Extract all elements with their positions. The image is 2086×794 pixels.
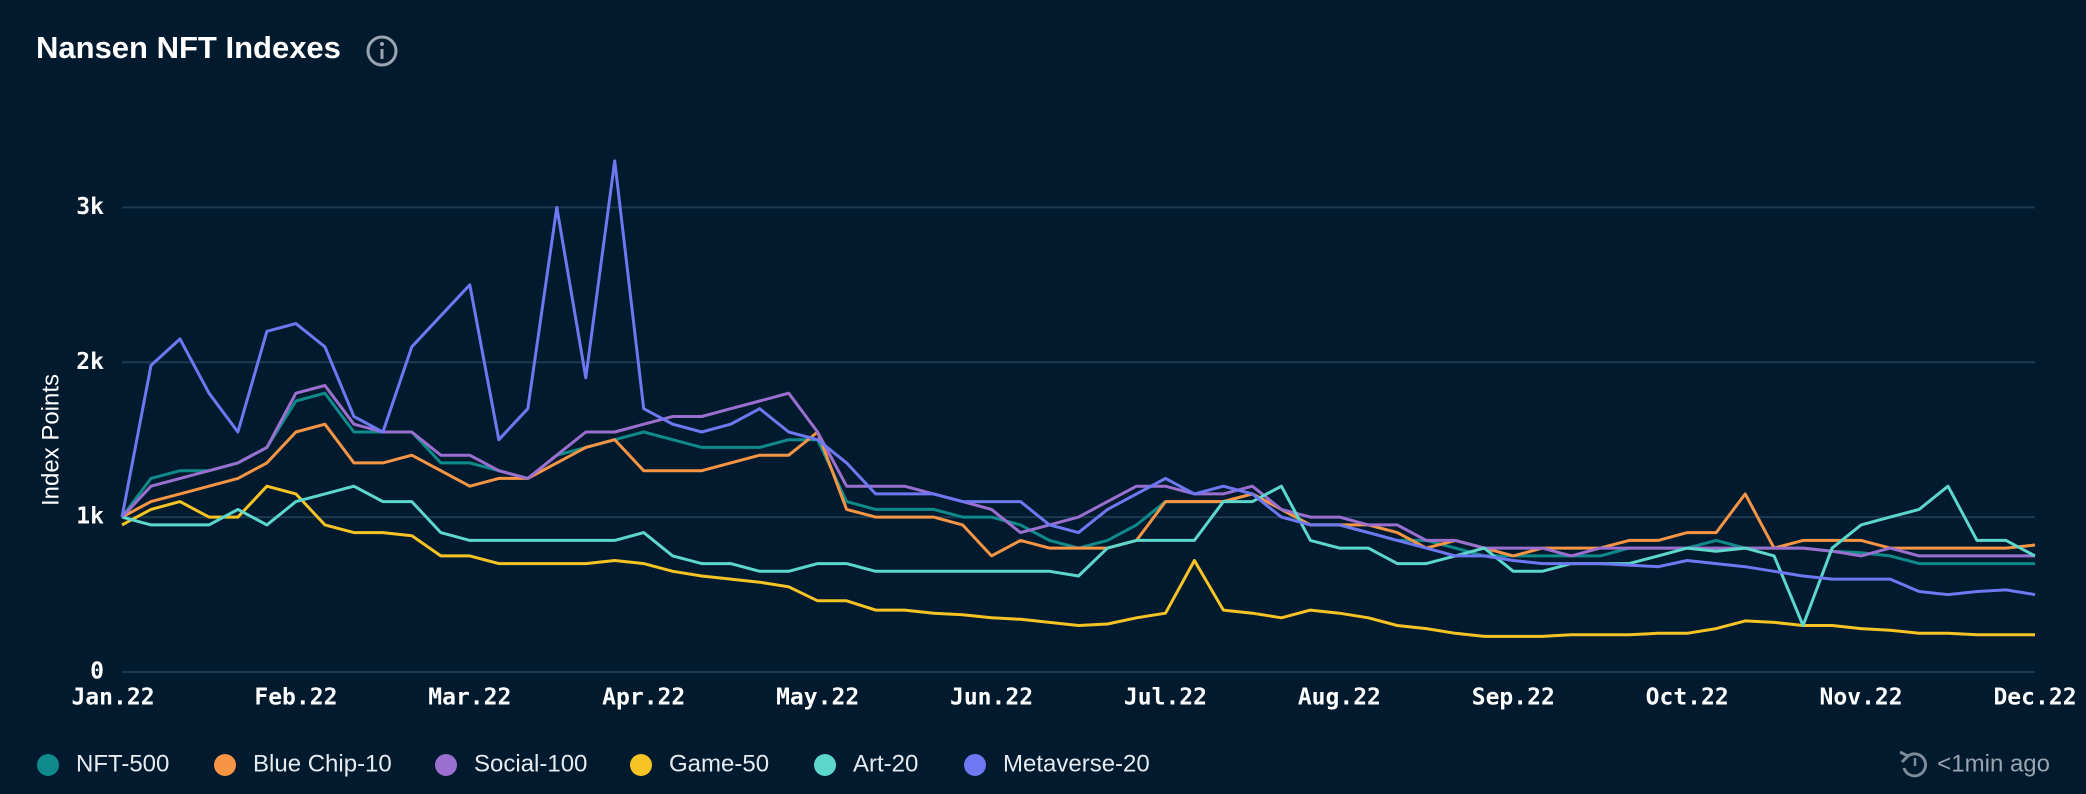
- x-tick-label: May.22: [776, 685, 859, 711]
- y-tick-label: 2k: [76, 349, 104, 375]
- x-tick-label: Nov.22: [1820, 685, 1903, 711]
- y-tick-label: 3k: [76, 194, 104, 220]
- x-tick-label: Jun.22: [950, 685, 1033, 711]
- x-tick-label: Oct.22: [1646, 685, 1729, 711]
- legend-swatch: [964, 754, 986, 776]
- series-line: [120, 159, 2036, 597]
- series-line: [120, 384, 2035, 558]
- series-line: [121, 484, 2035, 638]
- legend-label: Metaverse-20: [1003, 750, 1150, 777]
- legend-label: Art-20: [853, 750, 918, 777]
- x-tick-label: Apr.22: [602, 685, 685, 711]
- x-tick-label: Sep.22: [1472, 685, 1555, 711]
- x-tick-label: Aug.22: [1298, 685, 1381, 711]
- chart-title: Nansen NFT Indexes: [36, 30, 341, 65]
- legend-swatch: [435, 754, 457, 776]
- series-line: [121, 422, 2036, 558]
- x-tick-label: Feb.22: [254, 685, 337, 711]
- legend-label: Game-50: [669, 750, 769, 777]
- series-line: [120, 391, 2035, 566]
- legend-label: Social-100: [474, 750, 587, 777]
- series-line: [121, 484, 2036, 627]
- x-tick-label: Jul.22: [1124, 685, 1207, 711]
- updated-label: <1min ago: [1937, 750, 2050, 777]
- y-tick-label: 0: [90, 659, 104, 685]
- y-axis-label: Index Points: [37, 374, 64, 506]
- legend-item[interactable]: Art-20: [814, 750, 918, 777]
- x-tick-label: Mar.22: [428, 685, 511, 711]
- legend-label: Blue Chip-10: [253, 750, 392, 777]
- legend-label: NFT-500: [76, 750, 169, 777]
- info-icon[interactable]: [366, 35, 398, 67]
- legend-item[interactable]: NFT-500: [37, 750, 169, 777]
- legend-swatch: [814, 754, 836, 776]
- legend-item[interactable]: Social-100: [435, 750, 587, 777]
- legend-swatch: [630, 754, 652, 776]
- legend-item[interactable]: Blue Chip-10: [214, 750, 392, 777]
- legend-swatch: [214, 754, 236, 776]
- legend-swatch: [37, 754, 59, 776]
- legend-item[interactable]: Game-50: [630, 750, 769, 777]
- y-tick-label: 1k: [76, 504, 104, 530]
- legend-item[interactable]: Metaverse-20: [964, 750, 1150, 777]
- refresh-icon: [1899, 750, 1928, 778]
- x-tick-label: Dec.22: [1993, 685, 2076, 711]
- x-tick-label: Jan.22: [71, 685, 154, 711]
